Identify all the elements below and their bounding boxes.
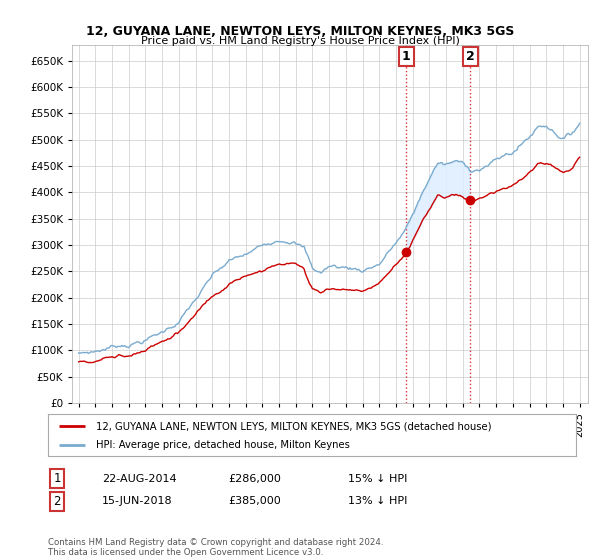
Text: Contains HM Land Registry data © Crown copyright and database right 2024.
This d: Contains HM Land Registry data © Crown c… bbox=[48, 538, 383, 557]
Text: £385,000: £385,000 bbox=[228, 496, 281, 506]
Text: 12, GUYANA LANE, NEWTON LEYS, MILTON KEYNES, MK3 5GS (detached house): 12, GUYANA LANE, NEWTON LEYS, MILTON KEY… bbox=[95, 421, 491, 431]
Text: £286,000: £286,000 bbox=[228, 474, 281, 484]
Text: 15% ↓ HPI: 15% ↓ HPI bbox=[348, 474, 407, 484]
Text: 12, GUYANA LANE, NEWTON LEYS, MILTON KEYNES, MK3 5GS: 12, GUYANA LANE, NEWTON LEYS, MILTON KEY… bbox=[86, 25, 514, 38]
Text: 13% ↓ HPI: 13% ↓ HPI bbox=[348, 496, 407, 506]
Text: HPI: Average price, detached house, Milton Keynes: HPI: Average price, detached house, Milt… bbox=[95, 440, 349, 450]
Text: 15-JUN-2018: 15-JUN-2018 bbox=[102, 496, 173, 506]
Text: 2: 2 bbox=[53, 494, 61, 508]
Text: 1: 1 bbox=[402, 50, 411, 63]
Text: 1: 1 bbox=[53, 472, 61, 486]
Text: Price paid vs. HM Land Registry's House Price Index (HPI): Price paid vs. HM Land Registry's House … bbox=[140, 36, 460, 46]
Text: 2: 2 bbox=[466, 50, 475, 63]
Text: 22-AUG-2014: 22-AUG-2014 bbox=[102, 474, 176, 484]
